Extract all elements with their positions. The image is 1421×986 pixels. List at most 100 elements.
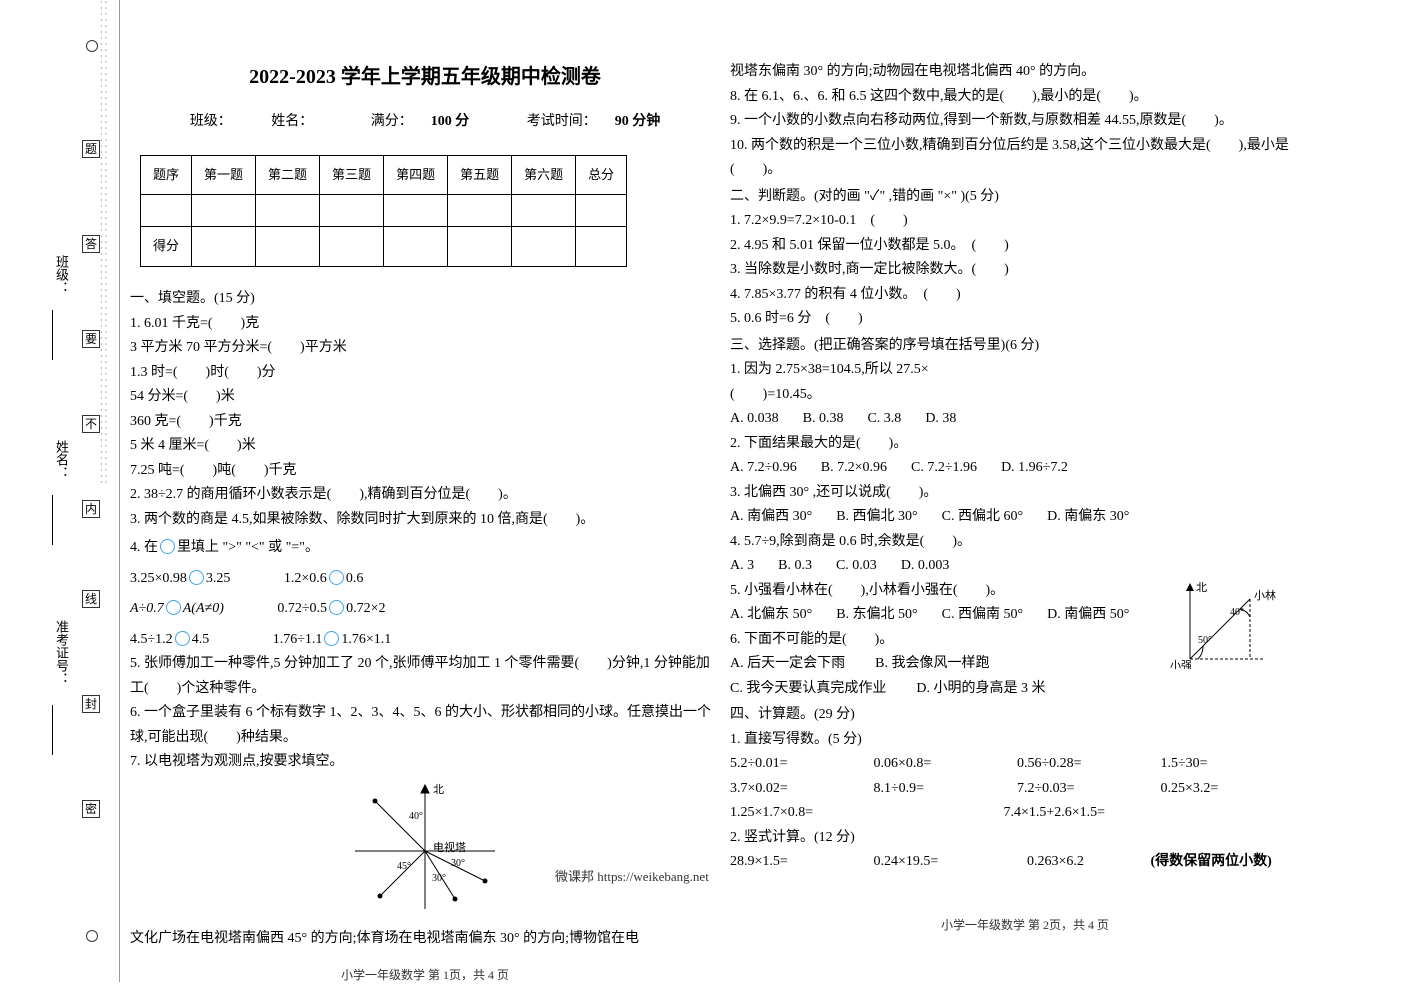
meta-row: 班级： 姓名： 满分：100 分 考试时间：90 分钟 — [130, 110, 720, 135]
circle-icon — [324, 631, 339, 646]
score-table: 题序 第一题 第二题 第三题 第四题 第五题 第六题 总分 得分 — [140, 155, 627, 268]
s4-p1-row: 5.2÷0.01= 0.06×0.8= 0.56÷0.28= 1.5÷30= — [730, 752, 1320, 777]
s2-q3: 3. 当除数是小数时,商一定比被除数大。( ) — [730, 258, 1320, 283]
compass-diagram: 北 电视塔 40° 45° 30° 30° — [130, 781, 720, 921]
page-2: 视塔东偏南 30° 的方向;动物园在电视塔北偏西 40° 的方向。 8. 在 6… — [730, 60, 1320, 936]
q1-line: 54 分米=( )米 — [130, 385, 720, 410]
score-label: 得分 — [141, 227, 192, 267]
circle-icon — [160, 539, 175, 554]
s4-p1-row: 1.25×1.7×0.8= 7.4×1.5+2.6×1.5= — [730, 801, 1320, 826]
seal-char: 不 — [82, 415, 100, 433]
circle-icon — [166, 600, 181, 615]
underline — [52, 310, 53, 360]
svg-text:电视塔: 电视塔 — [433, 840, 466, 854]
circle-icon — [189, 570, 204, 585]
exam-title: 2022-2023 学年上学期五年级期中检测卷 — [130, 60, 720, 95]
seal-char: 内 — [82, 500, 100, 518]
svg-text:30°: 30° — [451, 858, 465, 869]
table-header: 第二题 — [256, 155, 320, 195]
section-4-heading: 四、计算题。(29 分) — [730, 703, 1320, 728]
q4-row: 3.25×0.983.25 1.2×0.60.6 — [130, 567, 720, 592]
svg-text:40°: 40° — [1230, 607, 1244, 618]
section-3-heading: 三、选择题。(把正确答案的序号填在括号里)(6 分) — [730, 334, 1320, 359]
p2-note: (得数保留两位小数) — [1151, 854, 1272, 869]
svg-text:45°: 45° — [397, 861, 411, 872]
s2-q4: 4. 7.85×3.77 的积有 4 位小数。 ( ) — [730, 283, 1320, 308]
binding-margin: · · · · · · · · · · · · · · · · · · · · … — [0, 0, 120, 982]
q8: 8. 在 6.1、6.、6. 和 6.5 这四个数中,最大的是( ),最小的是(… — [730, 85, 1320, 110]
s3-q1-opts: A. 0.038B. 0.38C. 3.8D. 38 — [730, 407, 1320, 432]
s3-q1b: ( )=10.45。 — [730, 383, 1320, 408]
q1-line: 360 克=( )千克 — [130, 410, 720, 435]
exam-id-label: 准考证号： — [52, 620, 71, 685]
section-1-heading: 一、填空题。(15 分) — [130, 287, 720, 312]
s4-p1: 1. 直接写得数。(5 分) — [730, 728, 1320, 753]
s2-q2: 2. 4.95 和 5.01 保留一位小数都是 5.0。 ( ) — [730, 234, 1320, 259]
s2-q5: 5. 0.6 时=6 分 ( ) — [730, 307, 1320, 332]
s3-q1: 1. 因为 2.75×38=104.5,所以 27.5× — [730, 358, 1320, 383]
seal-char: 答 — [82, 235, 100, 253]
class-label: 班级： — [52, 255, 71, 294]
underline — [52, 495, 53, 545]
name-label: 姓名： — [52, 440, 71, 479]
s4-p2: 2. 竖式计算。(12 分) — [730, 826, 1320, 851]
q1-line: 3 平方米 70 平方分米=( )平方米 — [130, 336, 720, 361]
page-footer: 小学一年级数学 第 1页，共 4 页 — [130, 965, 720, 986]
q4-row: 4.5÷1.24.5 1.76÷1.11.76×1.1 — [130, 628, 720, 653]
watermark: 微课邦 https://weikebang.net — [555, 866, 709, 885]
svg-text:30°: 30° — [432, 873, 446, 884]
section-2-heading: 二、判断题。(对的画 "✓" ,错的画 "×" )(5 分) — [730, 185, 1320, 210]
s3-q4-opts: A. 3B. 0.3C. 0.03D. 0.003 — [730, 554, 1320, 579]
underline — [52, 705, 53, 755]
punch-hole — [86, 930, 98, 942]
q1-line: 1.3 时=( )时( )分 — [130, 361, 720, 386]
q3: 3. 两个数的商是 4.5,如果被除数、除数同时扩大到原来的 10 倍,商是( … — [130, 508, 720, 533]
exam-time: 考试时间：90 分钟 — [509, 114, 661, 129]
q10: 10. 两个数的积是一个三位小数,精确到百分位后约是 3.58,这个三位小数最大… — [730, 134, 1320, 183]
q1-line: 5 米 4 厘米=( )米 — [130, 434, 720, 459]
s4-p2-row: 28.9×1.5= 0.24×19.5= 0.263×6.2 (得数保留两位小数… — [730, 850, 1320, 875]
s3-q4: 4. 5.7÷9,除到商是 0.6 时,余数是( )。 — [730, 530, 1320, 555]
s3-q3-opts: A. 南偏西 30°B. 西偏北 30°C. 西偏北 60°D. 南偏东 30° — [730, 505, 1320, 530]
s3-q3: 3. 北偏西 30° ,还可以说成( )。 — [730, 481, 1320, 506]
table-header: 第五题 — [448, 155, 512, 195]
s3-q2: 2. 下面结果最大的是( )。 — [730, 432, 1320, 457]
q7-text: 文化广场在电视塔南偏西 45° 的方向;体育场在电视塔南偏东 30° 的方向;博… — [130, 927, 720, 952]
q9: 9. 一个小数的小数点向右移动两位,得到一个新数,与原数相差 44.55,原数是… — [730, 109, 1320, 134]
s2-q1: 1. 7.2×9.9=7.2×10-0.1 ( ) — [730, 209, 1320, 234]
table-header: 第一题 — [192, 155, 256, 195]
svg-text:北: 北 — [1196, 581, 1207, 594]
seal-char: 要 — [82, 330, 100, 348]
page-footer: 小学一年级数学 第 2页，共 4 页 — [730, 915, 1320, 936]
circle-icon — [175, 631, 190, 646]
circle-icon — [329, 570, 344, 585]
q1-line: 7.25 吨=( )吨( )千克 — [130, 459, 720, 484]
page-1: 2022-2023 学年上学期五年级期中检测卷 班级： 姓名： 满分：100 分… — [130, 20, 720, 986]
q1-line: 1. 6.01 千克=( )克 — [130, 312, 720, 337]
seal-char: 封 — [82, 695, 100, 713]
q5: 5. 张师傅加工一种零件,5 分钟加工了 20 个,张师傅平均加工 1 个零件需… — [130, 652, 720, 701]
q4-head: 4. 在里填上 ">" "<" 或 "="。 — [130, 536, 720, 561]
table-header: 第四题 — [384, 155, 448, 195]
angle-diagram: 北 小林 小强 40° 50° — [1170, 579, 1280, 679]
svg-text:50°: 50° — [1198, 635, 1212, 646]
name-field: 姓名： — [271, 114, 313, 129]
dotted-line: · · · · · · · · · · · · · · · · · · · · … — [100, 0, 110, 982]
q4-row: A÷0.7A(A≠0) 0.72÷0.50.72×2 — [130, 597, 720, 622]
q7: 7. 以电视塔为观测点,按要求填空。 — [130, 750, 720, 775]
table-header: 第六题 — [512, 155, 576, 195]
s3-q2-opts: A. 7.2÷0.96B. 7.2×0.96C. 7.2÷1.96D. 1.96… — [730, 456, 1320, 481]
q2: 2. 38÷2.7 的商用循环小数表示是( ),精确到百分位是( )。 — [130, 483, 720, 508]
s3-q6-opts2: C. 我今天要认真完成作业D. 小明的身高是 3 米 — [730, 677, 1320, 702]
q7-cont: 视塔东偏南 30° 的方向;动物园在电视塔北偏西 40° 的方向。 — [730, 60, 1320, 85]
punch-hole — [86, 40, 98, 52]
circle-icon — [329, 600, 344, 615]
svg-text:小强: 小强 — [1170, 659, 1192, 669]
full-score: 满分：100 分 — [353, 114, 470, 129]
table-header: 总分 — [576, 155, 627, 195]
seal-char: 线 — [82, 590, 100, 608]
class-field: 班级： — [190, 114, 232, 129]
seal-char: 题 — [82, 140, 100, 158]
svg-text:北: 北 — [433, 783, 444, 796]
q6: 6. 一个盒子里装有 6 个标有数字 1、2、3、4、5、6 的大小、形状都相同… — [130, 701, 720, 750]
